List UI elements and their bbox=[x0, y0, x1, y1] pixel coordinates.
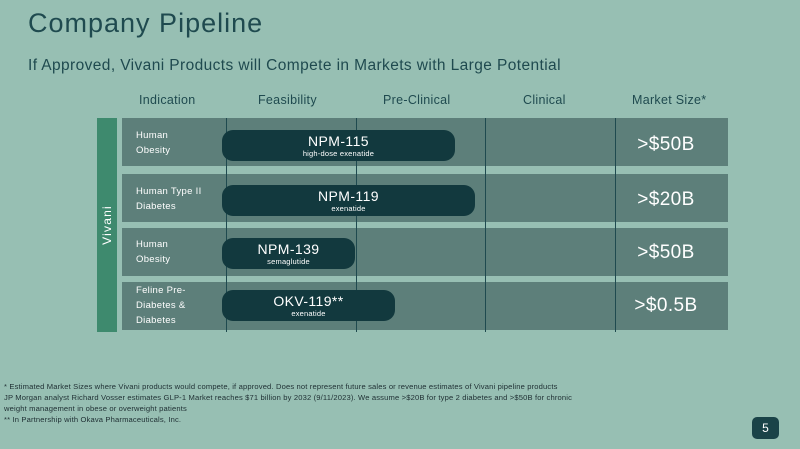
indication-label-row-4: Feline Pre- Diabetes & Diabetes bbox=[136, 283, 224, 328]
vivani-side-label: Vivani bbox=[100, 205, 115, 245]
indication-line: Obesity bbox=[136, 145, 171, 156]
market-size-row-4: >$0.5B bbox=[634, 295, 698, 316]
column-header-market-size: Market Size* bbox=[632, 93, 707, 107]
market-size-row-1: >$50B bbox=[637, 134, 695, 155]
column-divider-preclinical bbox=[356, 118, 357, 332]
product-name: NPM-139 bbox=[257, 240, 320, 257]
column-divider-feasibility bbox=[226, 118, 227, 332]
indication-line: Human Type II bbox=[136, 186, 202, 197]
footnote-line: ** In Partnership with Okava Pharmaceuti… bbox=[4, 415, 182, 424]
vivani-side-bar bbox=[97, 118, 117, 332]
column-header-indication: Indication bbox=[139, 93, 196, 107]
footnote-line: JP Morgan analyst Richard Vosser estimat… bbox=[4, 393, 573, 402]
product-compound: exenatide bbox=[291, 308, 326, 318]
product-compound: exenatide bbox=[331, 203, 366, 213]
footnote-line: weight management in obese or overweight… bbox=[4, 404, 187, 413]
market-size-row-2: >$20B bbox=[637, 189, 695, 210]
product-pill-npm-119[interactable]: NPM-119 exenatide bbox=[222, 185, 475, 216]
product-pill-npm-139[interactable]: NPM-139 semaglutide bbox=[222, 238, 355, 269]
indication-line: Obesity bbox=[136, 254, 171, 265]
column-header-preclinical: Pre-Clinical bbox=[383, 93, 451, 107]
market-size-row-3: >$50B bbox=[637, 242, 695, 263]
indication-label-row-3: Human Obesity bbox=[136, 237, 224, 267]
product-name: NPM-115 bbox=[308, 132, 369, 149]
product-compound: high-dose exenatide bbox=[302, 148, 375, 158]
indication-line: Feline Pre- bbox=[136, 285, 186, 296]
page-title: Company Pipeline bbox=[28, 8, 264, 38]
product-name: OKV-119** bbox=[273, 292, 344, 309]
indication-line: Human bbox=[136, 130, 169, 141]
vivani-side-label-wrap: Vivani bbox=[97, 118, 117, 332]
product-pill-okv-119[interactable]: OKV-119** exenatide bbox=[222, 290, 395, 321]
product-pill-npm-115[interactable]: NPM-115 high-dose exenatide bbox=[222, 130, 455, 161]
footnotes: * Estimated Market Sizes where Vivani pr… bbox=[4, 381, 734, 425]
indication-label-row-1: Human Obesity bbox=[136, 128, 224, 158]
page-subtitle: If Approved, Vivani Products will Compet… bbox=[28, 57, 561, 74]
column-header-clinical: Clinical bbox=[523, 93, 566, 107]
indication-line: Human bbox=[136, 239, 169, 250]
column-divider-market bbox=[615, 118, 616, 332]
product-name: NPM-119 bbox=[318, 187, 379, 204]
column-divider-clinical bbox=[485, 118, 486, 332]
column-header-feasibility: Feasibility bbox=[258, 93, 317, 107]
product-compound: semaglutide bbox=[267, 256, 310, 266]
indication-line: Diabetes bbox=[136, 201, 176, 212]
indication-label-row-2: Human Type II Diabetes bbox=[136, 184, 224, 214]
indication-line: Diabetes & bbox=[136, 300, 186, 311]
page-number-badge: 5 bbox=[752, 417, 779, 439]
indication-line: Diabetes bbox=[136, 315, 176, 326]
footnote-line: * Estimated Market Sizes where Vivani pr… bbox=[4, 382, 558, 391]
